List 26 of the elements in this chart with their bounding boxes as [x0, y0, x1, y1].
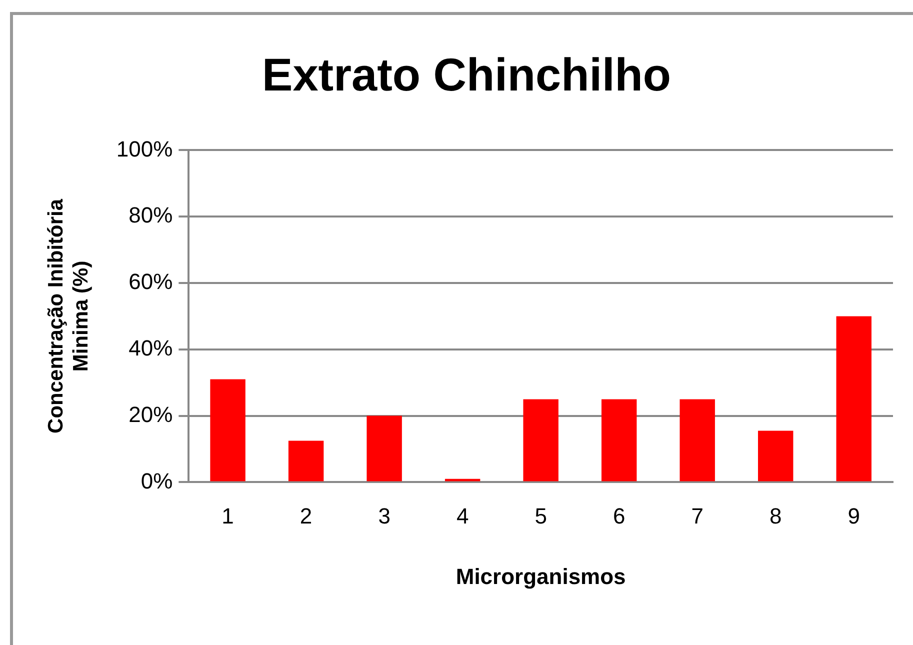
x-tick-label: 7: [691, 503, 704, 528]
bar: [836, 316, 872, 482]
y-tick-label: 40%: [128, 335, 173, 360]
x-tick-label: 9: [848, 503, 860, 528]
chart-title: Extrato Chinchilho: [262, 48, 671, 100]
y-axis-title: Concentração Inibitória Minima (%): [44, 198, 93, 434]
x-tick-label: 5: [534, 503, 547, 528]
x-axis-title: Microrganismos: [456, 564, 626, 589]
bar: [601, 399, 637, 482]
x-tick-label: 2: [300, 503, 312, 528]
x-tick-label: 1: [222, 503, 234, 528]
y-tick-label: 0%: [140, 468, 173, 494]
bar: [680, 399, 715, 482]
y-tick-label: 100%: [116, 136, 173, 162]
bar: [523, 399, 558, 482]
bar: [210, 379, 246, 482]
bar: [758, 430, 794, 482]
x-tick-label: 8: [769, 503, 782, 528]
x-tick-label: 4: [456, 503, 469, 528]
x-tick-label: 6: [612, 503, 626, 528]
x-tick-label: 3: [378, 503, 390, 528]
y-tick-label: 60%: [128, 269, 173, 294]
y-tick-label: 20%: [128, 402, 173, 427]
bar: [366, 416, 402, 482]
y-tick-label: 80%: [128, 202, 173, 228]
bar: [288, 440, 324, 482]
